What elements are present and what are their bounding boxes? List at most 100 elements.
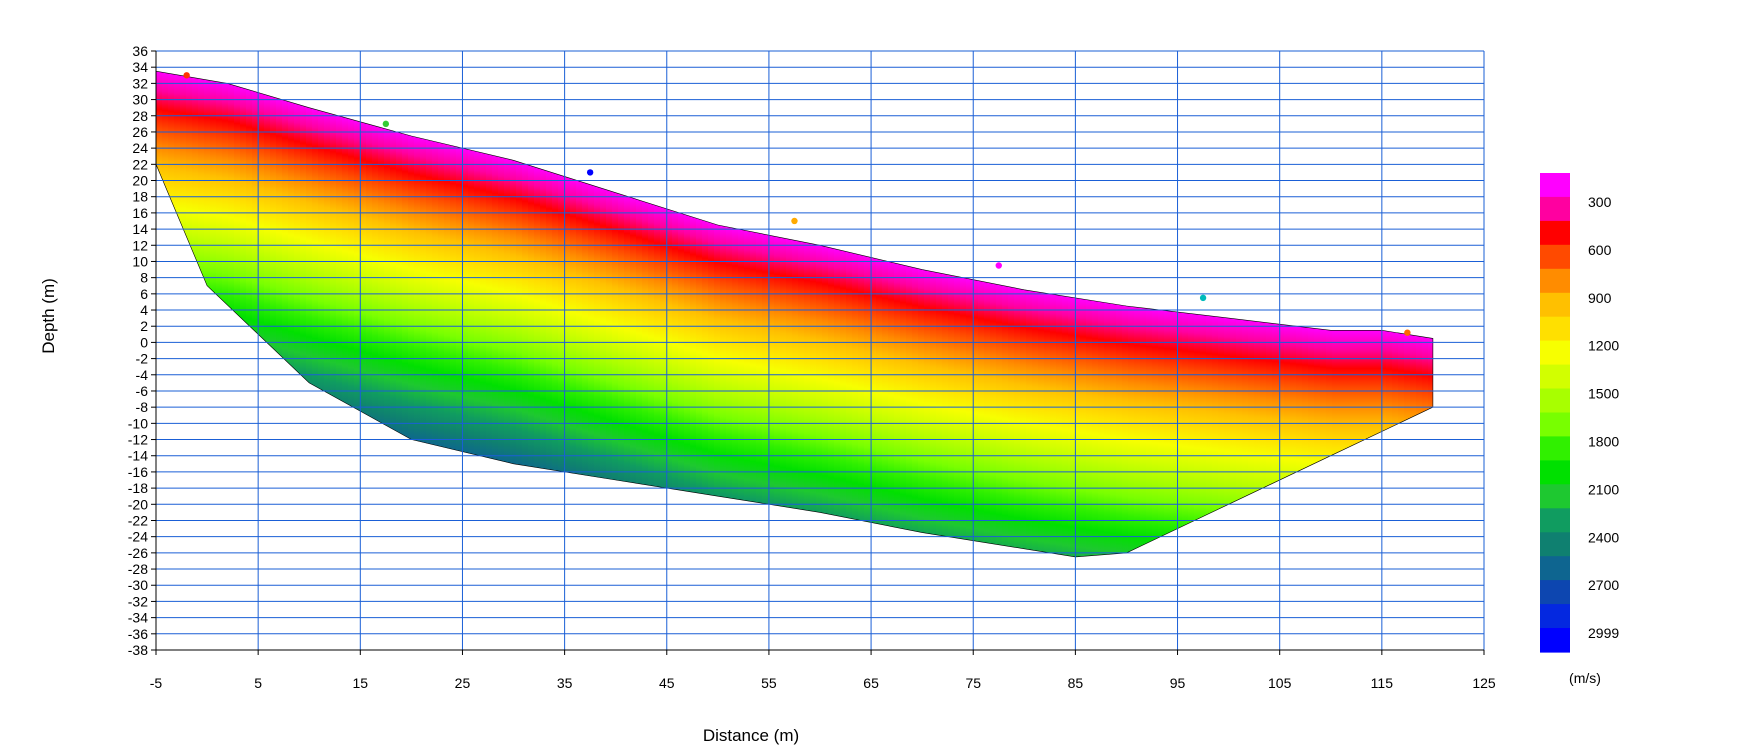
colorbar-swatch (1540, 292, 1570, 318)
section-column-deep (714, 588, 721, 650)
section-column-deep (510, 523, 517, 557)
section-column (672, 210, 679, 557)
section-column (1278, 324, 1285, 557)
section-column (294, 103, 301, 468)
y-tick-label: 14 (132, 221, 148, 237)
section-column (996, 284, 1003, 557)
section-column (642, 201, 649, 557)
section-column (420, 138, 427, 503)
section-column-deep (930, 635, 937, 650)
y-tick-label: 30 (132, 92, 148, 108)
section-column (1020, 288, 1027, 557)
section-column-deep (210, 444, 217, 557)
section-column (342, 116, 349, 482)
colorbar-label: 2100 (1588, 481, 1619, 497)
section-column-deep (360, 486, 367, 557)
section-column (522, 163, 529, 528)
section-column-deep (690, 581, 697, 651)
colorbar-swatch (1540, 508, 1570, 533)
section-column (912, 267, 919, 557)
colorbar-swatch (1540, 460, 1570, 485)
section-column-deep (864, 620, 871, 650)
section-column-deep (672, 575, 679, 650)
colorbar-swatch (1540, 436, 1570, 461)
section-column (840, 250, 847, 557)
sensor-markers (183, 72, 1411, 336)
section-column (954, 275, 961, 557)
section-column (528, 164, 535, 530)
section-column-deep (330, 477, 337, 557)
section-column (252, 90, 259, 455)
colorbar-swatch (1540, 484, 1570, 509)
section-column-deep (534, 531, 541, 557)
section-column-deep (456, 510, 463, 557)
section-column (978, 280, 985, 557)
section-column (354, 120, 361, 485)
section-column (1248, 320, 1255, 557)
section-column (1194, 314, 1201, 557)
section-column (1002, 285, 1009, 557)
section-column-deep (486, 518, 493, 557)
section-column (384, 128, 391, 493)
section-column (1014, 287, 1021, 557)
section-column (906, 265, 913, 557)
x-tick-label: 45 (659, 675, 675, 691)
x-tick-label: 75 (965, 675, 981, 691)
section-column (1272, 323, 1279, 557)
y-tick-label: 26 (132, 124, 148, 140)
section-column-deep (744, 595, 751, 651)
section-column (468, 149, 475, 514)
section-column-deep (390, 494, 397, 557)
section-column (936, 272, 943, 557)
section-column (846, 251, 853, 557)
section-column-deep (654, 569, 661, 650)
x-tick-label: -5 (150, 675, 163, 691)
section-column (540, 168, 547, 533)
section-column (1170, 311, 1177, 557)
section-column (1356, 330, 1363, 557)
section-column (618, 193, 625, 557)
section-column (1044, 292, 1051, 557)
section-column (180, 75, 187, 440)
section-column-deep (180, 439, 187, 557)
colorbar-unit: (m/s) (1569, 670, 1601, 686)
section-column (426, 139, 433, 504)
section-column-deep (174, 438, 181, 557)
y-tick-label: -6 (136, 383, 149, 399)
section-column (984, 281, 991, 557)
section-column-deep (306, 471, 313, 557)
y-tick-label: -20 (128, 496, 148, 512)
section-column (1332, 330, 1339, 557)
sensor-marker (791, 217, 798, 225)
section-column (1152, 309, 1159, 557)
section-column-deep (372, 489, 379, 557)
section-column-deep (636, 563, 643, 650)
section-column-deep (660, 571, 667, 650)
section-column (546, 170, 553, 535)
section-column (1314, 328, 1321, 557)
section-column (990, 283, 997, 557)
section-column (972, 279, 979, 557)
section-column-deep (414, 500, 421, 557)
y-tick-label: 12 (132, 237, 148, 253)
section-column-deep (522, 527, 529, 557)
section-column-deep (978, 645, 985, 650)
colorbar-label: 600 (1588, 242, 1612, 258)
section-column (1086, 299, 1093, 557)
colorbar-label: 1800 (1588, 433, 1619, 449)
section-column-deep (348, 482, 355, 557)
section-column (696, 218, 703, 557)
section-column (1206, 315, 1213, 557)
section-column-deep (342, 481, 349, 557)
section-column-deep (762, 598, 769, 650)
sensor-marker (1404, 329, 1411, 336)
section-column-deep (942, 638, 949, 650)
section-column (174, 74, 181, 439)
section-column (1296, 326, 1303, 557)
section-column (582, 182, 589, 547)
section-column (1236, 319, 1243, 557)
section-column (900, 264, 907, 557)
section-column-deep (906, 630, 913, 650)
colorbar-swatch (1540, 220, 1570, 246)
section-column-deep (546, 534, 553, 557)
